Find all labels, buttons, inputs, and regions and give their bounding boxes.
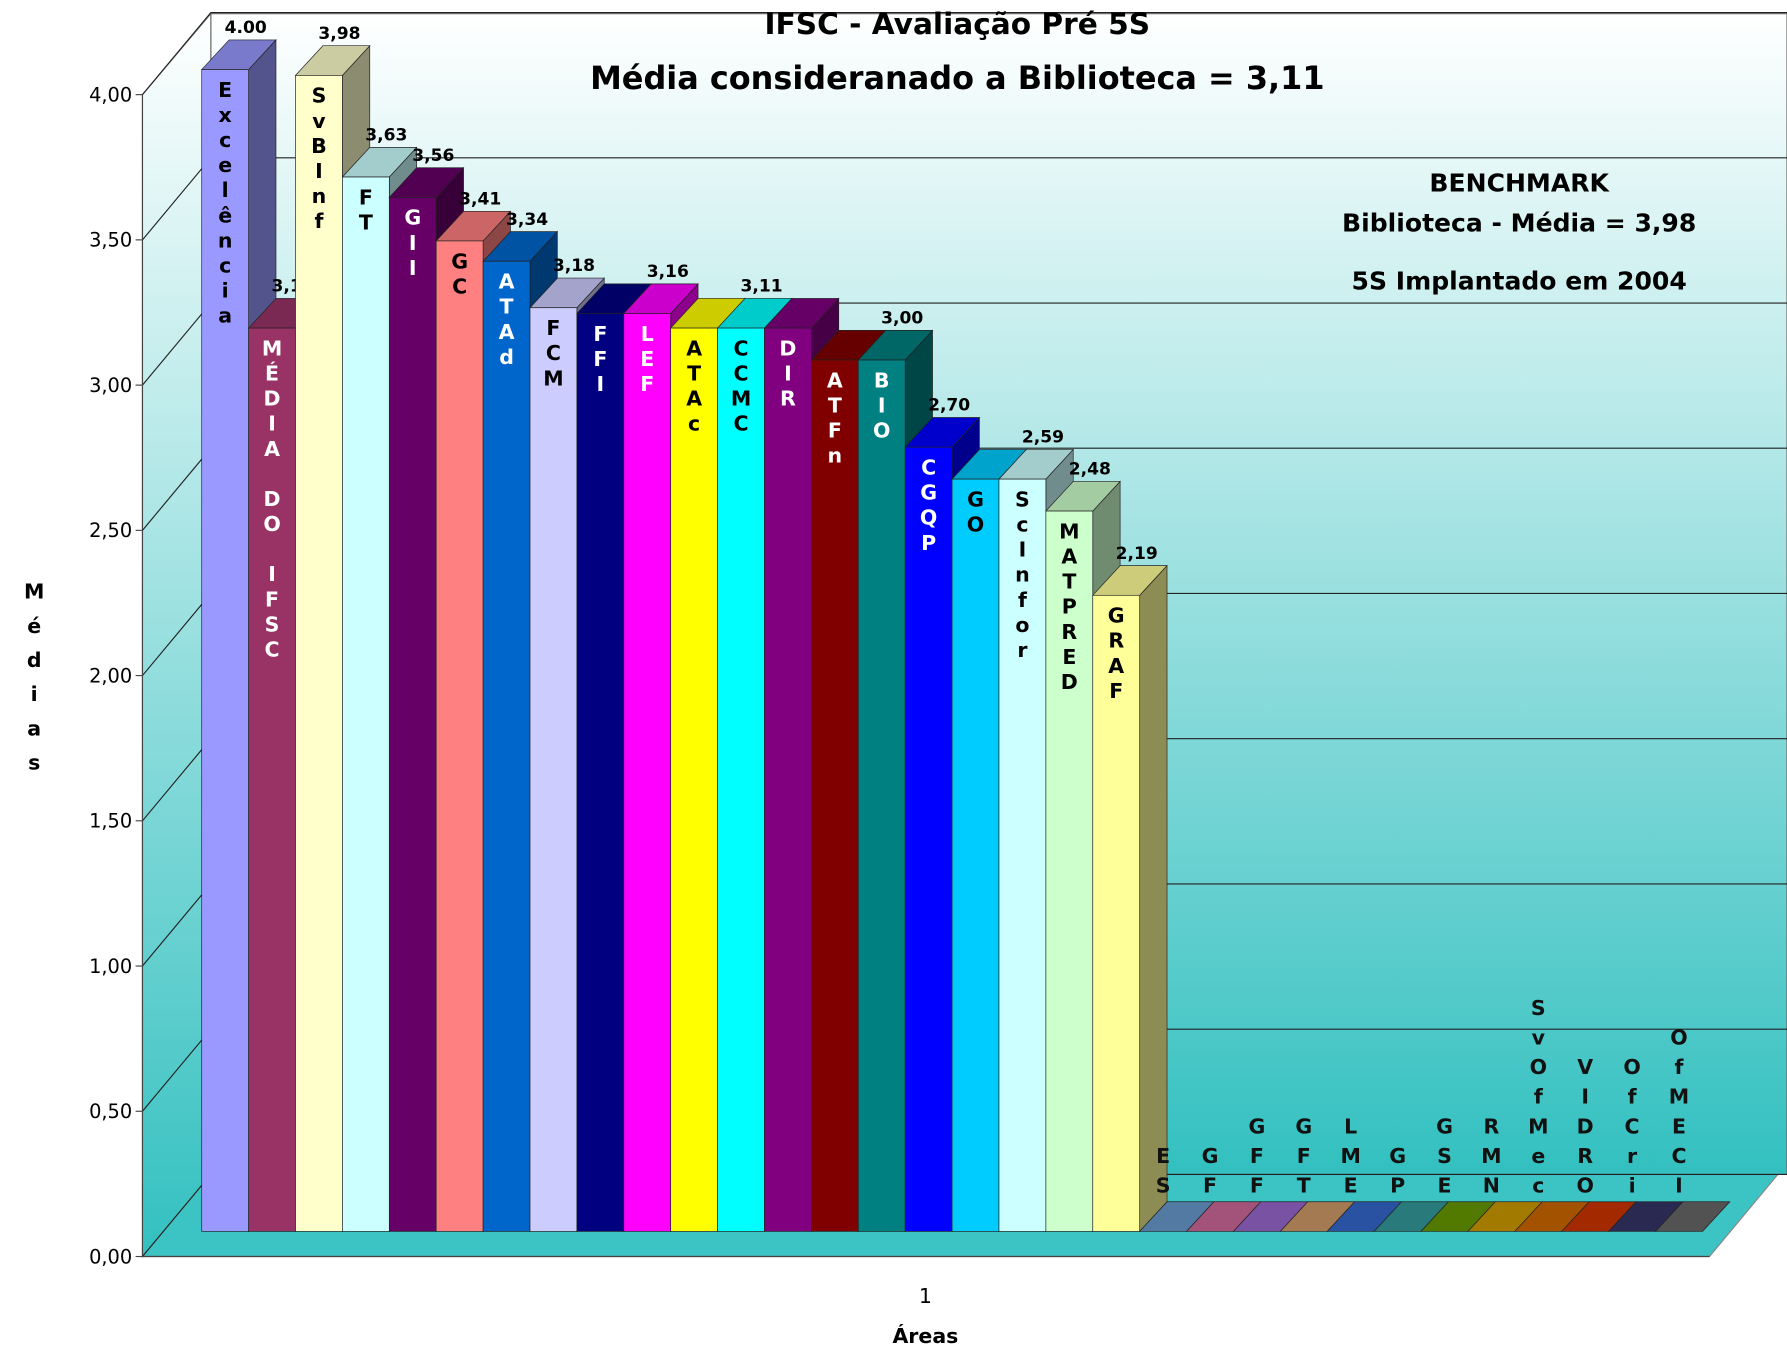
bar-group: G R A F 2,19 bbox=[1091, 544, 1168, 1233]
bar bbox=[342, 176, 390, 1232]
value-label: 3,11 bbox=[740, 277, 782, 297]
y-tick-label: 2,50 bbox=[89, 519, 132, 542]
bar bbox=[623, 313, 672, 1232]
bar bbox=[435, 240, 484, 1232]
bar bbox=[1045, 510, 1094, 1232]
bar bbox=[201, 69, 249, 1232]
y-tick-label: 3,00 bbox=[89, 374, 132, 397]
y-tick-label: 3,50 bbox=[89, 229, 132, 252]
y-tick-label: 2,00 bbox=[89, 664, 132, 687]
y-tick-label: 0,00 bbox=[89, 1245, 132, 1268]
value-label: 2,19 bbox=[1116, 544, 1158, 564]
value-label: 3,63 bbox=[365, 126, 407, 146]
value-label: 3,18 bbox=[553, 256, 595, 276]
value-label: 2,70 bbox=[928, 396, 970, 416]
value-label: 3,00 bbox=[881, 309, 923, 329]
y-tick-label: 0,50 bbox=[89, 1100, 132, 1123]
bar bbox=[951, 478, 1000, 1232]
bar bbox=[295, 75, 343, 1232]
bar bbox=[529, 307, 578, 1232]
bar bbox=[576, 313, 625, 1232]
bar-side bbox=[1139, 564, 1168, 1233]
value-label: 4.00 bbox=[225, 18, 267, 38]
value-label: 2,48 bbox=[1069, 460, 1111, 480]
bar bbox=[1092, 594, 1141, 1232]
bar bbox=[904, 446, 953, 1232]
value-label: 2,59 bbox=[1022, 428, 1064, 448]
chart-subtitle: Média consideranado a Biblioteca = 3,11 bbox=[590, 59, 1324, 97]
value-label: 3,16 bbox=[647, 262, 689, 282]
y-tick-label: 1,50 bbox=[89, 810, 132, 833]
y-tick-label: 4,00 bbox=[89, 83, 132, 106]
value-label: 3,98 bbox=[318, 24, 360, 44]
annotation: 5S Implantado em 2004 bbox=[1352, 267, 1687, 296]
value-label: 3,34 bbox=[506, 210, 548, 230]
bar bbox=[811, 359, 859, 1232]
bar bbox=[248, 327, 296, 1232]
bar bbox=[482, 260, 531, 1232]
bar bbox=[857, 359, 906, 1232]
chart-title: IFSC - Avaliação Pré 5S bbox=[765, 6, 1151, 41]
bar-top bbox=[1654, 1201, 1731, 1232]
bar bbox=[670, 327, 718, 1232]
annotation: Biblioteca - Média = 3,98 bbox=[1342, 208, 1696, 237]
bar bbox=[717, 327, 765, 1232]
value-label: 3,56 bbox=[412, 146, 454, 166]
y-tick-label: 1,00 bbox=[89, 955, 132, 978]
annotation: BENCHMARK bbox=[1429, 169, 1610, 198]
bar bbox=[388, 197, 437, 1232]
bar bbox=[764, 327, 812, 1232]
grid-line bbox=[142, 11, 1787, 96]
x-tick-label: 1 bbox=[919, 1284, 932, 1308]
x-axis-label: Áreas bbox=[892, 1323, 958, 1348]
value-label: 3,41 bbox=[459, 189, 501, 209]
